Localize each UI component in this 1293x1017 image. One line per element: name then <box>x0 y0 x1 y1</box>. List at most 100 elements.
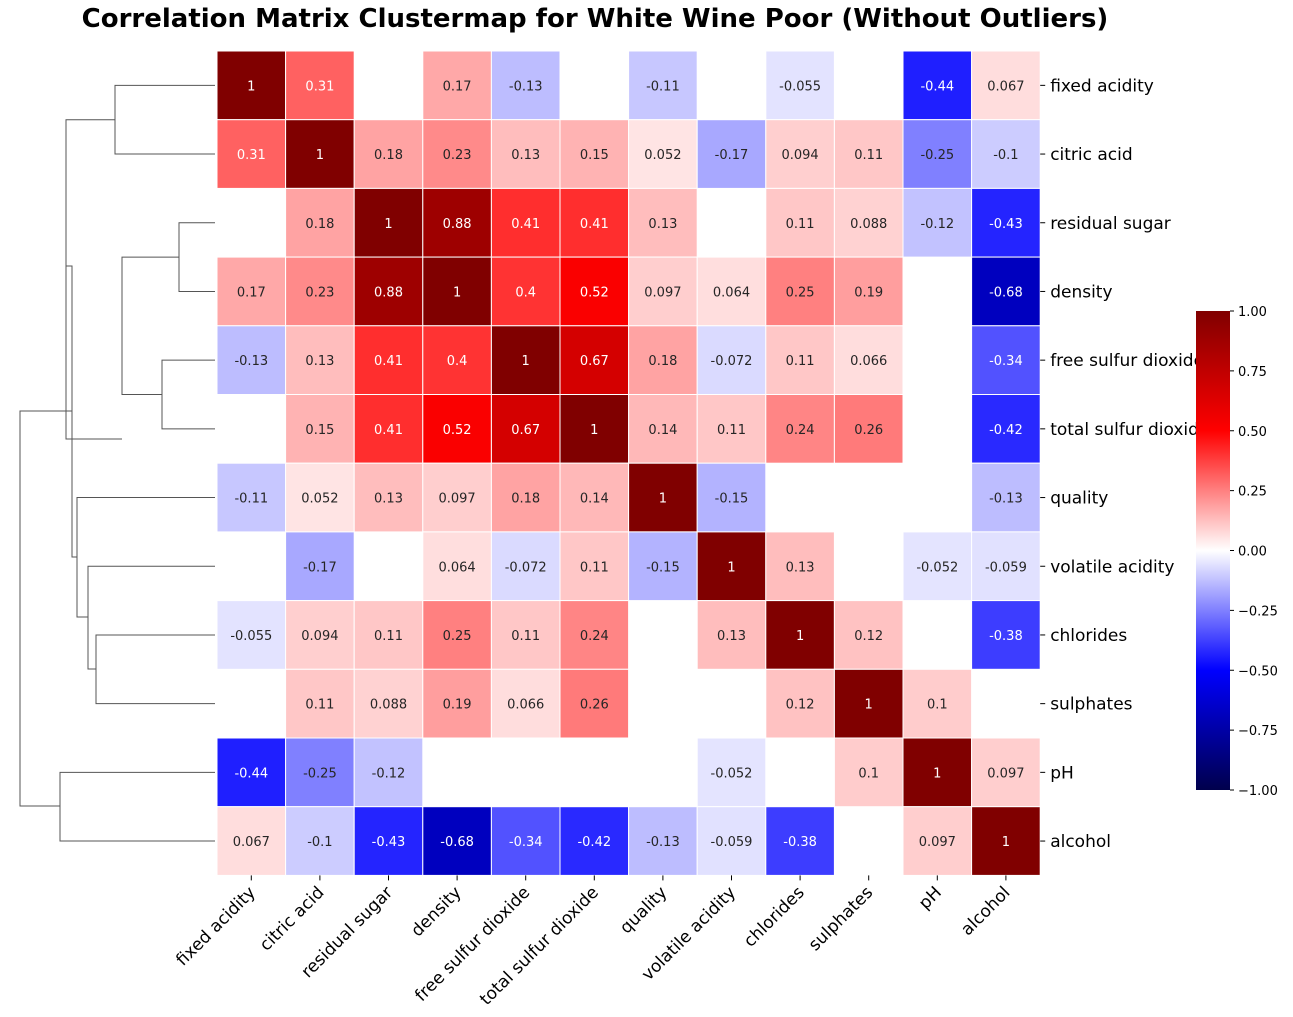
cell-annotation: -0.44 <box>234 766 268 781</box>
heatmap-cell <box>765 187 835 258</box>
heatmap-cell <box>559 256 630 327</box>
heatmap-cell <box>628 325 698 395</box>
heatmap-cell <box>971 806 1041 876</box>
cell-annotation: -0.34 <box>509 835 543 850</box>
dendrogram-link <box>19 410 72 807</box>
cell-annotation: -0.34 <box>989 354 1023 369</box>
heatmap-cell <box>490 806 561 876</box>
heatmap-cell <box>353 119 424 189</box>
cell-annotation: -0.072 <box>505 560 547 575</box>
heatmap-cell <box>628 394 698 464</box>
heatmap-cell <box>833 600 904 670</box>
cell-annotation: -0.17 <box>303 560 337 575</box>
chart-title: Correlation Matrix Clustermap for White … <box>81 4 1109 34</box>
cell-annotation: -0.12 <box>920 217 954 232</box>
cell-annotation: 0.4 <box>515 285 536 300</box>
column-label: fixed acidity <box>172 883 259 970</box>
cell-annotation: 1 <box>247 79 255 94</box>
colorbar-tick-label: 0.75 <box>1238 365 1267 380</box>
heatmap-cell <box>559 119 630 189</box>
dendrogram-link <box>121 256 179 395</box>
cell-annotation: -0.68 <box>440 835 474 850</box>
row-label: citric acid <box>1050 145 1132 165</box>
cell-annotation: 0.13 <box>648 217 677 232</box>
heatmap-cell <box>216 50 287 121</box>
cell-annotation: 0.13 <box>786 560 815 575</box>
heatmap-cell <box>353 600 424 670</box>
heatmap-cell <box>490 187 561 258</box>
cell-annotation: 0.088 <box>850 217 887 232</box>
cell-annotation: 0.11 <box>786 217 815 232</box>
cell-annotation: 0.15 <box>580 148 609 163</box>
cell-annotation: 0.88 <box>443 217 472 232</box>
cell-annotation: 0.18 <box>511 492 540 507</box>
heatmap-cell <box>422 256 492 327</box>
heatmap-cell <box>628 531 698 602</box>
cell-annotation: -0.13 <box>646 835 680 850</box>
cell-annotation: 0.094 <box>781 148 818 163</box>
cell-annotation: 1 <box>453 285 461 300</box>
cell-annotation: 0.097 <box>644 285 681 300</box>
heatmap-cell <box>971 256 1041 327</box>
cell-annotation: 0.52 <box>443 423 472 438</box>
heatmap-cell <box>422 600 492 670</box>
cell-annotation: 0.14 <box>580 492 609 507</box>
column-label: total sulfur dioxide <box>476 883 603 1010</box>
cell-annotation: -0.25 <box>920 148 954 163</box>
heatmap-cell <box>765 668 835 739</box>
heatmap-cell <box>765 50 835 121</box>
cell-annotation: -0.1 <box>307 835 332 850</box>
cell-annotation: 0.12 <box>854 629 883 644</box>
heatmap-cell <box>833 737 904 808</box>
cell-annotation: 0.11 <box>717 423 746 438</box>
cell-annotation: -0.13 <box>234 354 268 369</box>
cell-annotation: -0.17 <box>715 148 749 163</box>
cell-annotation: -0.1 <box>993 148 1018 163</box>
heatmap-cell <box>285 600 355 670</box>
row-label: pH <box>1050 763 1074 783</box>
cell-annotation: 0.066 <box>850 354 887 369</box>
column-label: quality <box>616 883 671 938</box>
cell-annotation: 0.41 <box>374 423 403 438</box>
cell-annotation: 0.13 <box>511 148 540 163</box>
heatmap-cell <box>353 462 424 533</box>
cell-annotation: 0.11 <box>854 148 883 163</box>
cell-annotation: 0.31 <box>305 79 334 94</box>
heatmap-cell <box>216 462 287 533</box>
cell-annotation: 0.17 <box>237 285 266 300</box>
dendrogram-link <box>76 497 215 618</box>
cell-annotation: 1 <box>659 492 667 507</box>
heatmap-cell <box>902 187 973 258</box>
cell-annotation: 0.26 <box>580 698 609 713</box>
heatmap-cell <box>696 394 767 464</box>
heatmap-cell <box>353 187 424 258</box>
heatmap-cell <box>902 531 973 602</box>
heatmap-cell <box>353 806 424 876</box>
cell-annotation: 0.067 <box>233 835 270 850</box>
heatmap-cell <box>422 50 492 121</box>
cell-annotation: 0.18 <box>648 354 677 369</box>
heatmap-cell <box>216 737 287 808</box>
heatmap-cell <box>353 394 424 464</box>
cell-annotation: 0.18 <box>305 217 334 232</box>
cell-annotation: 0.52 <box>580 285 609 300</box>
cell-annotation: 0.052 <box>301 492 338 507</box>
heatmap-cell <box>833 119 904 189</box>
heatmap-cell <box>696 737 767 808</box>
cell-annotation: 0.4 <box>447 354 468 369</box>
cell-annotation: 1 <box>796 629 804 644</box>
row-label: fixed acidity <box>1050 76 1154 96</box>
cell-annotation: 1 <box>865 698 873 713</box>
cell-annotation: 1 <box>933 766 941 781</box>
cell-annotation: -0.38 <box>783 835 817 850</box>
heatmap-cell <box>490 668 561 739</box>
colorbar-gradient <box>1196 311 1230 790</box>
row-label: sulphates <box>1050 695 1132 715</box>
cell-annotation: -0.059 <box>711 835 753 850</box>
cell-annotation: 0.097 <box>919 835 956 850</box>
cell-annotation: 0.064 <box>713 285 750 300</box>
colorbar-tick-label: −0.75 <box>1238 724 1278 739</box>
